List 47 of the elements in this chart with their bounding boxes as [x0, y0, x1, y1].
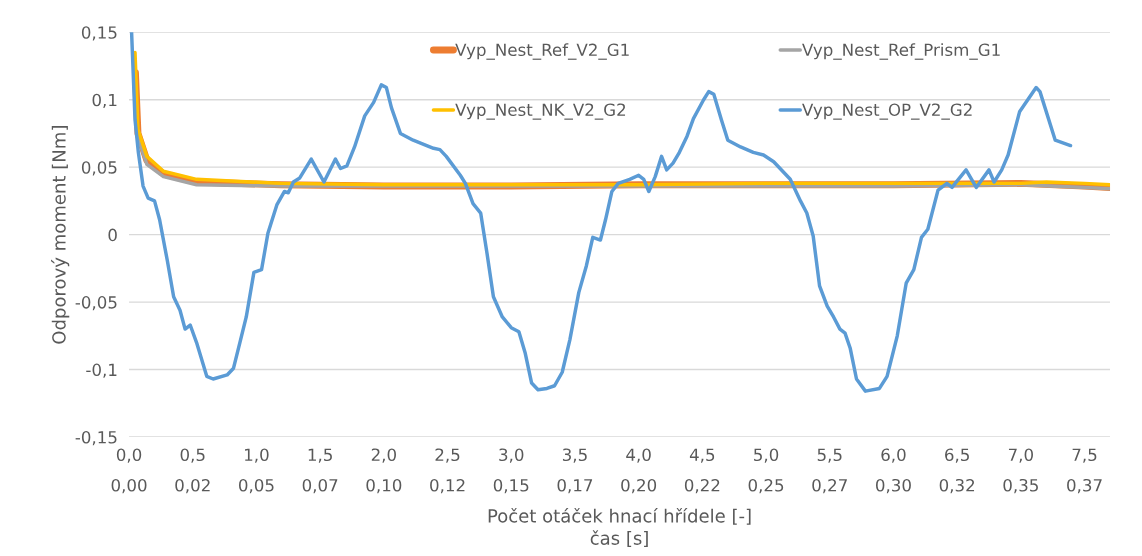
x-tick-label: 4,5 — [689, 448, 715, 463]
x-tick-label: 7,0 — [1008, 448, 1033, 463]
x2-tick-label: 0,17 — [557, 478, 593, 494]
x-tick-label: 6,5 — [945, 448, 969, 463]
x-tick-label: 2,5 — [435, 448, 460, 463]
legend-label: Vyp_Nest_Ref_V2_G1 — [455, 43, 629, 60]
x2-tick-label: 0,07 — [302, 478, 338, 494]
legend-label: Vyp_Nest_NK_V2_G2 — [455, 103, 626, 120]
x2-tick-label: 0,22 — [684, 478, 720, 494]
x-tick-label: 4,0 — [626, 448, 651, 463]
line-series — [129, 32, 1073, 393]
x-tick-label: 6,0 — [881, 448, 906, 463]
x-axis-title: Počet otáček hnací hřídele [-] — [488, 507, 751, 525]
y-tick-label: 0,15 — [81, 26, 117, 41]
x-tick-label: 1,0 — [245, 448, 269, 463]
y-axis-title: Odporový moment [Nm] — [51, 126, 70, 344]
x2-tick-label: 0,37 — [1067, 478, 1102, 494]
x2-tick-label: 0,35 — [1003, 478, 1038, 494]
x-tick-label: 3,5 — [562, 448, 587, 463]
x-tick-label: 1,5 — [308, 448, 332, 463]
x2-tick-label: 0,32 — [939, 478, 975, 494]
x2-tick-label: 0,25 — [748, 478, 784, 494]
x-tick-label: 0,5 — [180, 448, 205, 463]
legend-label: Vyp_Nest_OP_V2_G2 — [802, 103, 972, 120]
x-tick-label: 3,0 — [499, 448, 524, 463]
y-tick-label: -0,15 — [75, 430, 117, 446]
y-tick-label: 0,1 — [92, 93, 117, 108]
x2-tick-label: 0,30 — [875, 478, 911, 494]
y-tick-label: -0,1 — [86, 363, 117, 378]
x2-tick-label: 0,15 — [493, 478, 529, 494]
legend-label: Vyp_Nest_Ref_Prism_G1 — [802, 43, 1000, 60]
x-tick-label: 0,0 — [116, 448, 142, 463]
x2-tick-label: 0,02 — [175, 478, 210, 494]
y-tick-label: -0,05 — [75, 296, 117, 311]
x-tick-label: 2,0 — [371, 448, 396, 463]
x2-tick-label: 0,10 — [366, 478, 402, 494]
y-tick-label: 0,05 — [81, 161, 117, 176]
x-tick-label: 7,5 — [1072, 448, 1097, 463]
x2-tick-label: 0,20 — [621, 478, 657, 494]
x-tick-label: 5,0 — [754, 448, 779, 463]
x-tick-label: 5,5 — [817, 448, 842, 463]
x2-tick-label: 0,00 — [111, 478, 147, 494]
y-tick-label: 0 — [108, 228, 117, 242]
x2-tick-label: 0,12 — [430, 478, 465, 494]
x2-tick-label: 0,27 — [812, 478, 847, 494]
x2-tick-label: 0,05 — [238, 478, 274, 494]
x2-axis-title: čas [s] — [590, 530, 648, 548]
